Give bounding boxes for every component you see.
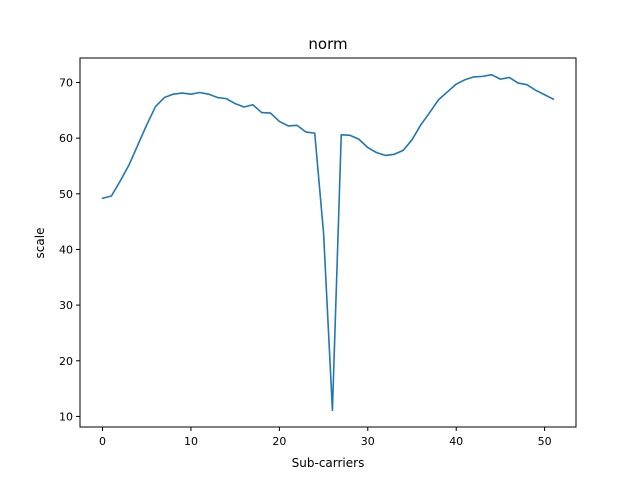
chart-title: norm bbox=[308, 35, 347, 53]
x-axis: 0 10 20 30 40 50 bbox=[99, 427, 552, 448]
y-tick-label: 50 bbox=[59, 188, 73, 201]
x-tick-label: 0 bbox=[99, 435, 106, 448]
x-axis-label: Sub-carriers bbox=[292, 456, 365, 470]
series-line bbox=[101, 73, 555, 412]
y-axis: 10 20 30 40 50 60 70 bbox=[59, 76, 80, 423]
y-axis-label: scale bbox=[33, 228, 47, 259]
y-tick-label: 70 bbox=[59, 76, 73, 89]
y-tick-label: 30 bbox=[59, 299, 73, 312]
x-tick-label: 10 bbox=[184, 435, 198, 448]
x-tick-label: 30 bbox=[361, 435, 375, 448]
y-tick-label: 60 bbox=[59, 132, 73, 145]
plot-area bbox=[101, 73, 555, 412]
x-tick-label: 20 bbox=[272, 435, 286, 448]
y-tick-label: 20 bbox=[59, 355, 73, 368]
x-tick-label: 40 bbox=[449, 435, 463, 448]
axes-frame bbox=[79, 57, 577, 428]
x-tick-label: 50 bbox=[538, 435, 552, 448]
y-tick-label: 10 bbox=[59, 410, 73, 423]
y-tick-label: 40 bbox=[59, 243, 73, 256]
